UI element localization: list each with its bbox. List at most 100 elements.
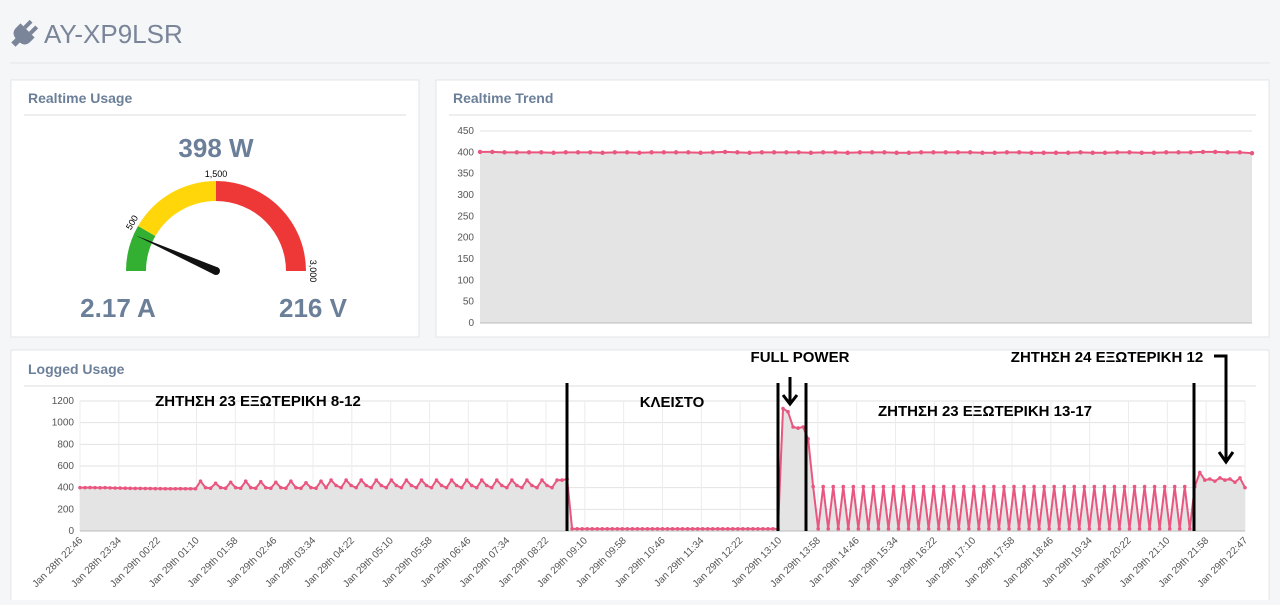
point: [955, 150, 961, 155]
point: [992, 484, 996, 489]
point: [1002, 484, 1006, 489]
point: [502, 150, 507, 155]
point: [896, 527, 901, 531]
point: [1147, 527, 1152, 531]
point: [1127, 150, 1132, 155]
point: [324, 485, 328, 490]
point: [836, 527, 841, 531]
point: [1067, 527, 1072, 531]
point: [1243, 485, 1247, 490]
point: [484, 483, 489, 488]
gauge-band: [138, 181, 216, 236]
point: [585, 527, 589, 531]
point: [530, 483, 534, 488]
point: [515, 483, 519, 488]
point: [168, 486, 173, 491]
point: [931, 150, 936, 155]
point: [821, 484, 825, 489]
point: [253, 486, 258, 491]
annotation-lines: [565, 354, 1235, 531]
point: [233, 485, 238, 490]
point: [228, 480, 233, 485]
point: [926, 527, 931, 531]
point: [967, 527, 971, 531]
point: [700, 527, 705, 531]
point: [329, 478, 333, 482]
point: [906, 150, 912, 155]
point: [555, 478, 559, 482]
point: [223, 486, 228, 491]
point: [630, 527, 635, 531]
point: [886, 527, 891, 531]
point: [784, 150, 789, 155]
point: [857, 150, 863, 155]
gauge-needle: [135, 235, 218, 275]
point: [1218, 476, 1222, 480]
point: [680, 527, 685, 531]
point: [992, 150, 997, 155]
point: [1078, 150, 1083, 155]
y-tick-label: 50: [463, 297, 475, 308]
point: [766, 527, 770, 531]
y-tick-label: 150: [457, 254, 474, 265]
line: [480, 150, 1253, 155]
point: [419, 478, 424, 482]
point: [570, 527, 574, 531]
point: [575, 150, 581, 155]
point: [635, 527, 640, 531]
point: [1177, 527, 1182, 531]
annotation: FULL POWER: [751, 349, 850, 366]
y-tick-label: 800: [57, 439, 74, 450]
point: [1092, 484, 1097, 489]
point: [1172, 484, 1177, 489]
point: [751, 527, 755, 531]
point: [761, 527, 765, 531]
point: [449, 478, 454, 482]
point: [369, 485, 374, 490]
point: [645, 527, 650, 531]
point: [977, 527, 981, 531]
point: [439, 483, 444, 488]
point: [163, 486, 168, 491]
point: [551, 150, 556, 155]
point: [339, 485, 343, 490]
point: [685, 527, 690, 531]
point: [1132, 484, 1137, 489]
point: [756, 527, 760, 531]
point: [735, 150, 740, 155]
point: [108, 486, 112, 490]
point: [1016, 150, 1022, 155]
point: [1203, 478, 1207, 482]
point: [98, 485, 102, 490]
point: [1182, 484, 1187, 489]
point: [1237, 150, 1242, 155]
point: [710, 527, 715, 531]
point: [526, 150, 532, 155]
point: [238, 486, 243, 491]
point: [314, 486, 318, 491]
point: [661, 150, 667, 155]
point: [625, 527, 630, 531]
point: [1090, 150, 1095, 155]
point: [695, 527, 700, 531]
point: [771, 150, 777, 155]
point: [605, 527, 610, 531]
point: [1072, 484, 1077, 489]
point: [404, 478, 409, 482]
point: [143, 486, 148, 491]
point: [796, 150, 801, 155]
point: [279, 485, 283, 490]
point: [655, 527, 660, 531]
point: [590, 527, 594, 531]
point: [620, 527, 625, 531]
point: [1223, 478, 1227, 482]
point: [83, 485, 87, 490]
point: [258, 479, 263, 484]
voltage-reading: 216 V: [279, 293, 348, 323]
point: [588, 150, 593, 155]
point: [961, 484, 966, 489]
point: [128, 486, 133, 491]
point: [550, 485, 554, 490]
point: [595, 527, 600, 531]
